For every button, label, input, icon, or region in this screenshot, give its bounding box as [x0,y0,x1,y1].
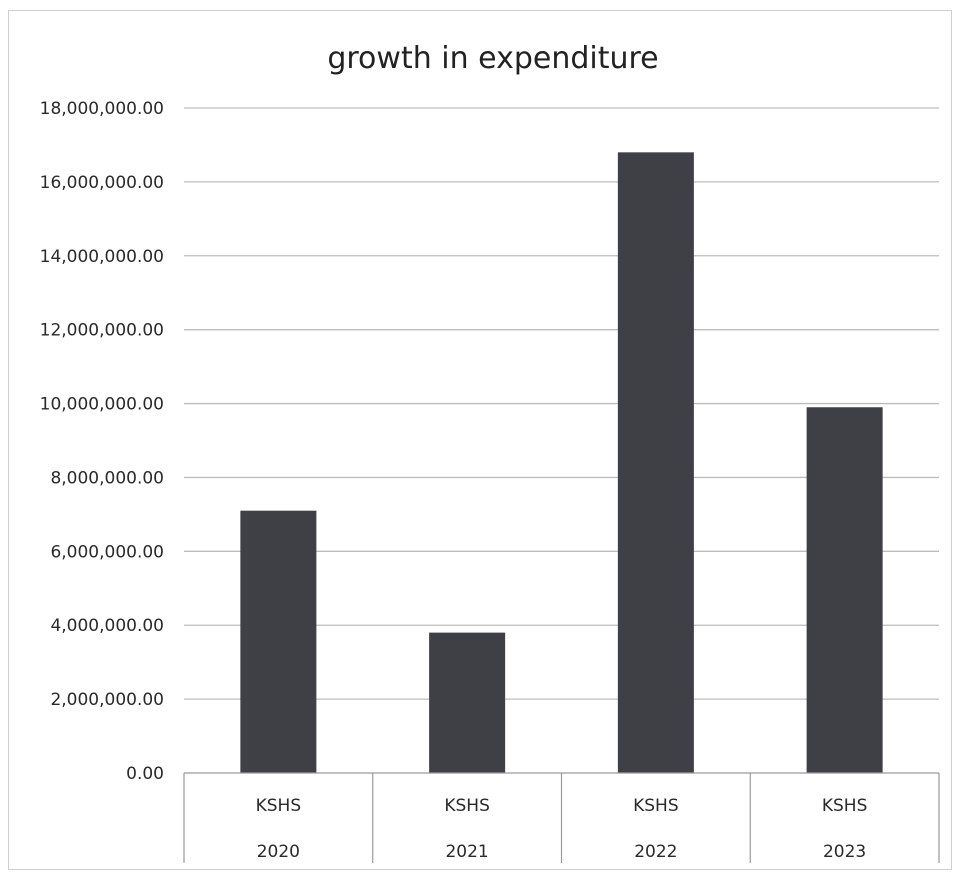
bar-layer [240,152,883,774]
category-label-line2: 2021 [445,842,488,862]
bar-2023 [806,407,883,773]
category-label-line1: KSHS [633,796,679,816]
y-tick-label: 14,000,000.00 [40,247,164,267]
category-label-line2: 2020 [257,842,300,862]
chart-title: growth in expenditure [327,41,658,76]
y-tick-label: 12,000,000.00 [40,321,164,341]
category-label-line1: KSHS [444,796,490,816]
axis-layer [183,772,940,863]
bar-2021 [429,632,506,773]
category-label-line2: 2023 [823,842,866,862]
y-tick-label: 8,000,000.00 [50,468,164,488]
bar-2020 [240,510,317,773]
chart-frame: growth in expenditure 0.00 2,000,000.00 4,… [8,10,952,870]
category-label-line2: 2022 [634,842,677,862]
y-axis-ticks: 0.00 2,000,000.00 4,000,000.00 6,000,000.00… [40,99,164,784]
category-label-line1: KSHS [822,796,868,816]
y-tick-label: 2,000,000.00 [50,690,164,710]
y-tick-label: 6,000,000.00 [50,542,164,562]
y-tick-label: 18,000,000.00 [40,99,164,119]
category-label-line1: KSHS [256,796,302,816]
bar-2022 [617,152,694,774]
x-axis-categories: KSHS 2020 KSHS 2021 KSHS 2022 KSHS 2023 [256,796,868,862]
bar-chart: growth in expenditure 0.00 2,000,000.00 4,… [40,41,940,863]
y-tick-label: 0.00 [126,764,164,784]
y-tick-label: 4,000,000.00 [50,616,164,636]
y-tick-label: 10,000,000.00 [40,395,164,415]
y-tick-label: 16,000,000.00 [40,173,164,193]
